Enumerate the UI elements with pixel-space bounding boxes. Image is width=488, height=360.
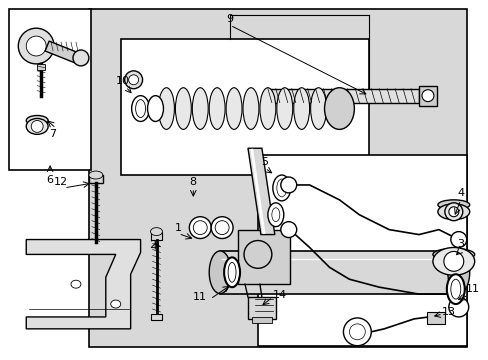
Ellipse shape [225, 88, 242, 129]
Bar [426, 312, 444, 324]
Ellipse shape [446, 274, 464, 304]
Ellipse shape [293, 88, 309, 129]
Ellipse shape [111, 300, 121, 308]
Ellipse shape [71, 280, 81, 288]
Ellipse shape [437, 204, 469, 220]
Bar [220, 251, 458, 294]
Ellipse shape [209, 251, 231, 294]
Ellipse shape [450, 279, 460, 299]
Ellipse shape [124, 71, 142, 89]
Circle shape [349, 324, 365, 340]
Ellipse shape [209, 88, 224, 129]
Ellipse shape [26, 118, 48, 134]
Bar [9, 9, 91, 170]
Ellipse shape [135, 100, 145, 117]
Circle shape [244, 240, 271, 268]
Ellipse shape [432, 247, 474, 275]
Text: 11: 11 [465, 284, 479, 294]
Text: 12: 12 [54, 177, 68, 187]
Text: 10: 10 [116, 76, 129, 86]
Ellipse shape [448, 207, 458, 217]
Bar [264, 89, 418, 103]
Ellipse shape [432, 248, 474, 260]
Bar [238, 230, 289, 284]
Bar [150, 231, 162, 239]
Circle shape [421, 90, 433, 102]
Ellipse shape [189, 217, 211, 239]
Circle shape [26, 36, 46, 56]
Ellipse shape [131, 96, 149, 121]
Text: 5: 5 [261, 157, 268, 167]
Polygon shape [247, 148, 274, 235]
Ellipse shape [267, 203, 283, 227]
Bar [251, 317, 271, 323]
Ellipse shape [26, 116, 48, 125]
Circle shape [18, 28, 54, 64]
Circle shape [450, 231, 466, 247]
Bar [418, 86, 436, 105]
Bar [150, 314, 162, 320]
Text: 11: 11 [193, 292, 207, 302]
Circle shape [343, 318, 370, 346]
Ellipse shape [276, 88, 292, 129]
Ellipse shape [447, 251, 469, 294]
Polygon shape [26, 239, 141, 329]
Ellipse shape [437, 200, 469, 210]
Ellipse shape [192, 88, 208, 129]
Ellipse shape [444, 203, 462, 221]
Ellipse shape [227, 262, 236, 282]
Ellipse shape [158, 88, 174, 129]
Ellipse shape [175, 88, 191, 129]
Ellipse shape [89, 171, 102, 179]
Text: 8: 8 [189, 177, 197, 187]
Ellipse shape [443, 251, 463, 271]
Text: 3: 3 [456, 239, 463, 249]
Bar [247, 297, 275, 319]
Ellipse shape [243, 88, 258, 129]
Text: 4: 4 [456, 188, 464, 198]
Text: 9: 9 [226, 14, 233, 24]
Text: 6: 6 [46, 175, 54, 185]
Bar [89, 9, 466, 347]
Ellipse shape [147, 96, 163, 121]
Text: 7: 7 [49, 129, 57, 139]
Text: 2: 2 [149, 240, 156, 251]
Bar [89, 175, 102, 183]
Ellipse shape [224, 257, 240, 287]
Circle shape [280, 222, 296, 238]
Text: 13: 13 [441, 307, 455, 317]
Ellipse shape [271, 208, 279, 222]
Polygon shape [45, 41, 79, 63]
Text: 1: 1 [175, 222, 182, 233]
Ellipse shape [260, 88, 275, 129]
Ellipse shape [211, 217, 233, 239]
Circle shape [280, 177, 296, 193]
Ellipse shape [31, 121, 43, 132]
Ellipse shape [324, 88, 354, 129]
Ellipse shape [128, 75, 138, 85]
Bar [37, 64, 45, 70]
Ellipse shape [193, 221, 207, 235]
Circle shape [73, 50, 89, 66]
Ellipse shape [276, 179, 286, 197]
Text: 14: 14 [272, 290, 286, 300]
Ellipse shape [310, 88, 326, 129]
Ellipse shape [215, 221, 228, 235]
Ellipse shape [150, 228, 162, 235]
Bar [257, 155, 466, 346]
Bar [121, 39, 368, 175]
Ellipse shape [272, 175, 290, 201]
Circle shape [448, 297, 468, 317]
